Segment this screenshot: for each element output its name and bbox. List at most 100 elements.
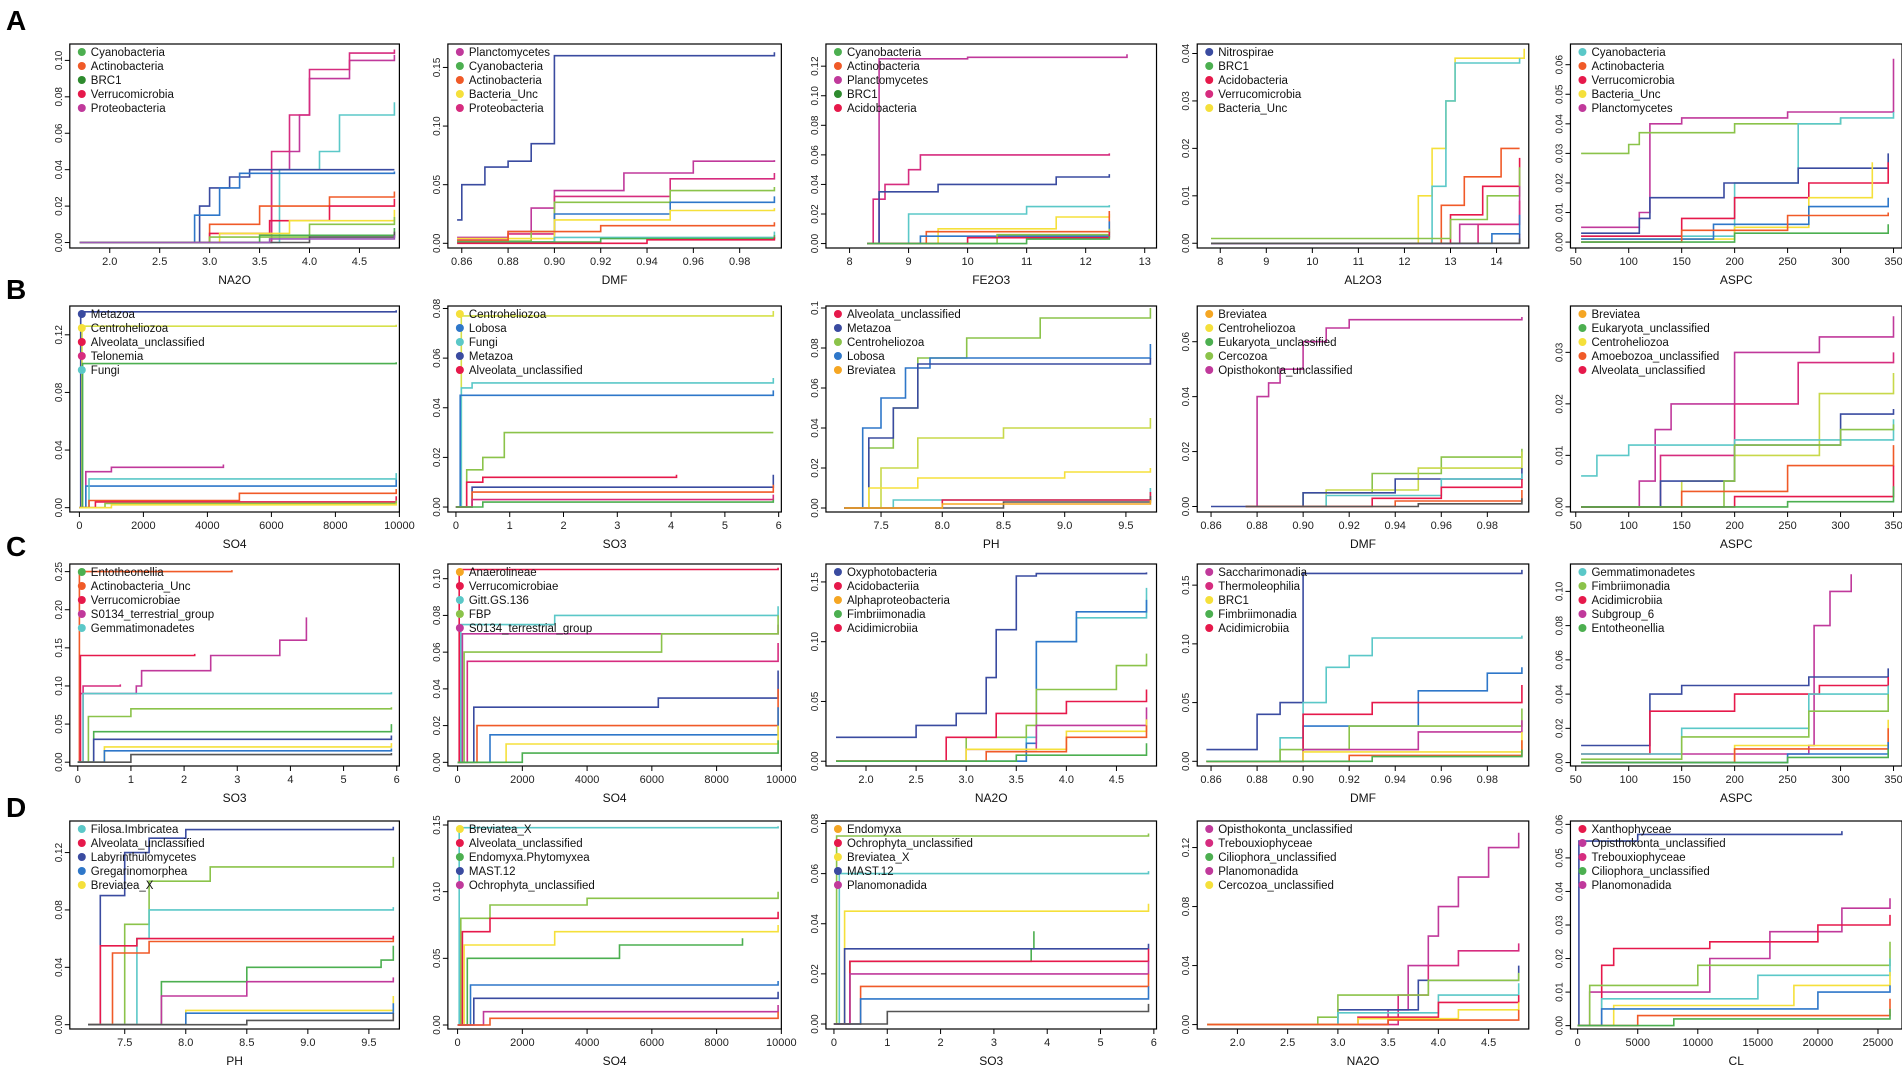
- legend-label: Amoebozoa_unclassified: [1591, 351, 1719, 363]
- legend-label: Breviatea_X: [847, 852, 910, 864]
- legend-label: Planomonadida: [1218, 866, 1299, 878]
- x-tick-label: 150: [1672, 774, 1690, 786]
- legend-label: Centroheliozoa: [91, 323, 169, 335]
- legend-swatch: [77, 624, 86, 632]
- legend-swatch: [455, 90, 464, 98]
- y-tick-label: 0.06: [432, 642, 443, 662]
- legend-swatch: [455, 62, 464, 70]
- x-tick-label: 5000: [1625, 1037, 1649, 1049]
- x-tick-label: 2.0: [102, 256, 117, 268]
- x-tick-label: 0.90: [1292, 774, 1313, 786]
- y-tick-label: 0.10: [432, 116, 443, 136]
- legend-label: Cyanobacteria: [847, 47, 922, 59]
- legend-label: Cyanobacteria: [469, 61, 544, 73]
- x-tick-label: 20000: [1803, 1037, 1834, 1049]
- legend-swatch: [833, 62, 842, 70]
- x-tick-label: 8.0: [935, 520, 950, 532]
- legend-swatch: [833, 881, 842, 889]
- x-axis-label: PH: [983, 537, 1000, 551]
- x-axis-label: FE2O3: [972, 273, 1010, 287]
- y-tick-label: 0.20: [54, 600, 65, 620]
- legend-label: BRC1: [847, 89, 878, 101]
- x-tick-label: 8000: [323, 520, 347, 532]
- series-line: [1581, 419, 1895, 477]
- x-tick-label: 0.88: [1246, 774, 1267, 786]
- legend-label: Planomonadida: [1591, 880, 1672, 892]
- panel-c4: 0.86 0.88 0.90 0.92 0.94 0.96 0.98 0.00 0.05 0.10…: [1181, 563, 1530, 805]
- x-tick-label: 300: [1831, 774, 1849, 786]
- y-tick-label: 0.00: [432, 752, 443, 772]
- legend-swatch: [1205, 338, 1214, 346]
- x-tick-label: 3.5: [1009, 774, 1024, 786]
- legend-label: Acidimicrobiia: [847, 623, 919, 635]
- legend-label: Labyrinthulomycetes: [91, 852, 197, 864]
- x-tick-label: 2.0: [858, 774, 873, 786]
- x-axis-label: SO3: [979, 1054, 1003, 1068]
- y-tick-label: 0.10: [810, 632, 821, 652]
- x-tick-label: 5: [722, 520, 728, 532]
- series-line: [1581, 465, 1895, 508]
- legend-label: Proteobacteria: [469, 103, 544, 115]
- series-line: [1581, 486, 1895, 508]
- series-line: [77, 735, 393, 763]
- legend-swatch: [833, 76, 842, 84]
- legend-label: Thermoleophilia: [1218, 581, 1300, 593]
- legend-swatch: [77, 366, 86, 374]
- legend-label: Acidobacteria: [1218, 75, 1288, 87]
- legend-label: Bacteria_Unc: [1218, 103, 1287, 115]
- series-line: [836, 689, 1148, 762]
- y-tick-label: 0.15: [810, 572, 821, 592]
- x-tick-label: 4: [668, 520, 674, 532]
- legend-swatch: [77, 825, 86, 833]
- legend-swatch: [1205, 62, 1214, 70]
- y-tick-label: 0.02: [810, 204, 821, 224]
- legend-swatch: [1578, 104, 1587, 112]
- x-tick-label: 4000: [195, 520, 219, 532]
- y-tick-label: 0.02: [1554, 173, 1565, 193]
- x-tick-label: 3.0: [202, 256, 217, 268]
- legend-label: Acidobacteriia: [847, 581, 920, 593]
- x-tick-label: 4000: [575, 1037, 599, 1049]
- x-tick-label: 250: [1778, 520, 1796, 532]
- x-tick-label: 2000: [510, 1037, 534, 1049]
- x-axis-label: NA2O: [1347, 1054, 1380, 1068]
- y-tick-label: 0.04: [1181, 43, 1192, 63]
- legend-label: Alveolata_unclassified: [91, 337, 205, 349]
- legend-label: Planctomycetes: [1591, 103, 1672, 115]
- series-line: [1245, 498, 1523, 508]
- legend-label: Entotheonellia: [91, 567, 164, 579]
- legend-swatch: [833, 596, 842, 604]
- series-line: [88, 826, 395, 1026]
- legend-swatch: [455, 610, 464, 618]
- x-tick-label: 2000: [510, 774, 534, 786]
- series-line: [457, 173, 776, 241]
- series-line: [457, 1005, 779, 1026]
- legend-label: Bacteria_Unc: [469, 89, 538, 101]
- y-tick-label: 0.05: [432, 175, 443, 195]
- x-axis-label: ASPC: [1720, 537, 1753, 551]
- legend-swatch: [1578, 338, 1587, 346]
- plot-frame: [825, 43, 1158, 249]
- legend-label: Breviatea: [847, 365, 896, 377]
- x-axis-label: PH: [226, 1054, 243, 1068]
- y-tick-label: 0.00: [432, 233, 443, 253]
- legend-label: Gregarinomorphea: [91, 866, 188, 878]
- legend-swatch: [77, 582, 86, 590]
- series-line: [844, 500, 1152, 509]
- y-tick-label: 0.00: [54, 1015, 65, 1035]
- plot-frame: [447, 820, 782, 1030]
- panel-d3: 0 1 2 3 4 5 6 0.00 0.02 0.04 0.06 0.08 SO3 Endomyxa Oc…: [810, 813, 1158, 1068]
- legend-swatch: [1578, 825, 1587, 833]
- series-line: [1581, 677, 1889, 755]
- x-tick-label: 10000: [766, 1037, 797, 1049]
- legend-label: Lobosa: [469, 323, 507, 335]
- series-line: [867, 174, 1111, 245]
- y-tick-label: 0.04: [1554, 684, 1565, 704]
- legend-label: Saccharimonadia: [1218, 567, 1307, 579]
- legend-swatch: [1578, 582, 1587, 590]
- y-tick-label: 0.00: [810, 751, 821, 771]
- series-line: [1577, 1008, 1891, 1027]
- y-tick-label: 0.00: [1554, 1015, 1565, 1035]
- legend-swatch: [1205, 853, 1214, 861]
- legend-swatch: [1205, 324, 1214, 332]
